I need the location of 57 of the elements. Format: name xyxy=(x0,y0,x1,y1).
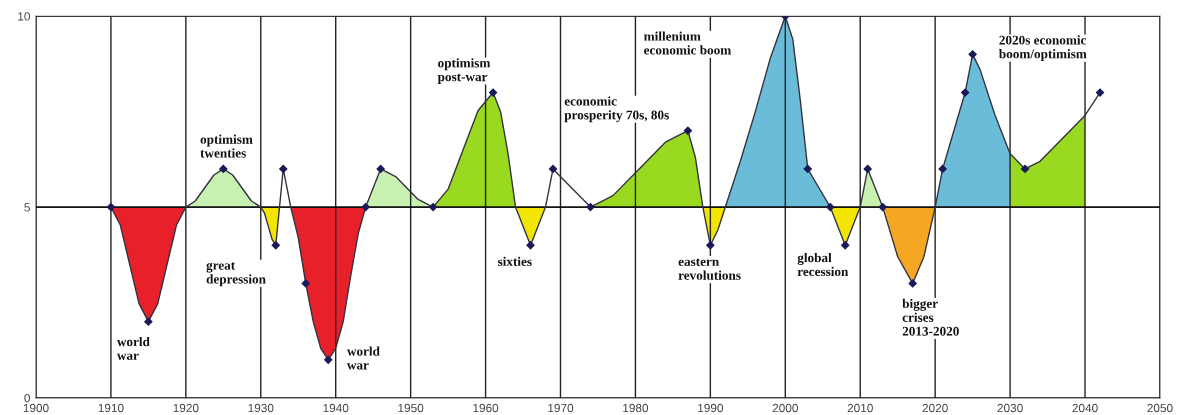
annotation: optimism post-war xyxy=(437,58,491,84)
point xyxy=(526,241,535,250)
point xyxy=(324,355,333,364)
annotation: economic prosperity 70s, 80s xyxy=(564,96,669,123)
y-tick-label: 10 xyxy=(18,12,30,21)
point xyxy=(301,279,310,288)
point xyxy=(826,202,835,212)
annotation: world war xyxy=(116,336,150,360)
point xyxy=(960,88,970,97)
annotation: millenium economic boom xyxy=(644,31,732,55)
annotation: global recession xyxy=(797,252,849,277)
point xyxy=(803,164,812,174)
x-tick-label: 2030 xyxy=(997,403,1023,413)
x-tick-label: 2000 xyxy=(772,403,798,413)
point xyxy=(706,241,715,250)
x-tick-label: 2050 xyxy=(1147,403,1173,413)
x-tick-label: 1940 xyxy=(323,403,349,413)
x-tick-label: 1970 xyxy=(548,403,574,413)
x-tick-label: 1900 xyxy=(23,403,49,413)
x-tick-label: 1980 xyxy=(623,403,649,413)
x-tick-label: 1920 xyxy=(173,403,199,413)
x-tick-label: 1930 xyxy=(248,403,274,413)
point xyxy=(863,164,872,174)
point xyxy=(376,164,385,174)
point xyxy=(1020,164,1030,174)
point xyxy=(841,241,850,250)
annotation: bigger crises 2013-2020 xyxy=(902,298,959,336)
point xyxy=(271,241,280,250)
point xyxy=(144,317,153,326)
x-tick-label: 2010 xyxy=(847,403,873,413)
x-tick-label: 1950 xyxy=(398,403,424,413)
point xyxy=(488,88,498,97)
point xyxy=(878,202,887,212)
annotation: optimism twenties xyxy=(200,134,253,158)
annotation: great depression xyxy=(206,262,266,287)
point xyxy=(219,164,228,174)
point xyxy=(279,164,288,174)
point xyxy=(548,164,558,174)
x-tick-label: 1990 xyxy=(698,403,724,413)
x-tick-label: 1960 xyxy=(473,403,499,413)
point xyxy=(586,202,595,212)
x-tick-label: 1910 xyxy=(98,403,124,413)
point xyxy=(683,126,693,135)
point xyxy=(428,202,438,212)
point xyxy=(968,50,977,59)
point xyxy=(938,164,947,174)
annotation: sixties xyxy=(497,256,532,266)
annotation: 2020s economic boom/optimism xyxy=(999,35,1087,62)
x-tick-label: 2040 xyxy=(1072,403,1098,413)
point xyxy=(106,202,116,212)
y-tick-label: 0 xyxy=(24,394,30,403)
point xyxy=(361,202,370,212)
annotation: eastern revolutions xyxy=(678,258,741,280)
annotation: world war xyxy=(346,346,380,370)
x-tick-label: 2020 xyxy=(922,403,948,413)
y-tick-label: 5 xyxy=(24,203,30,212)
point xyxy=(908,279,917,288)
